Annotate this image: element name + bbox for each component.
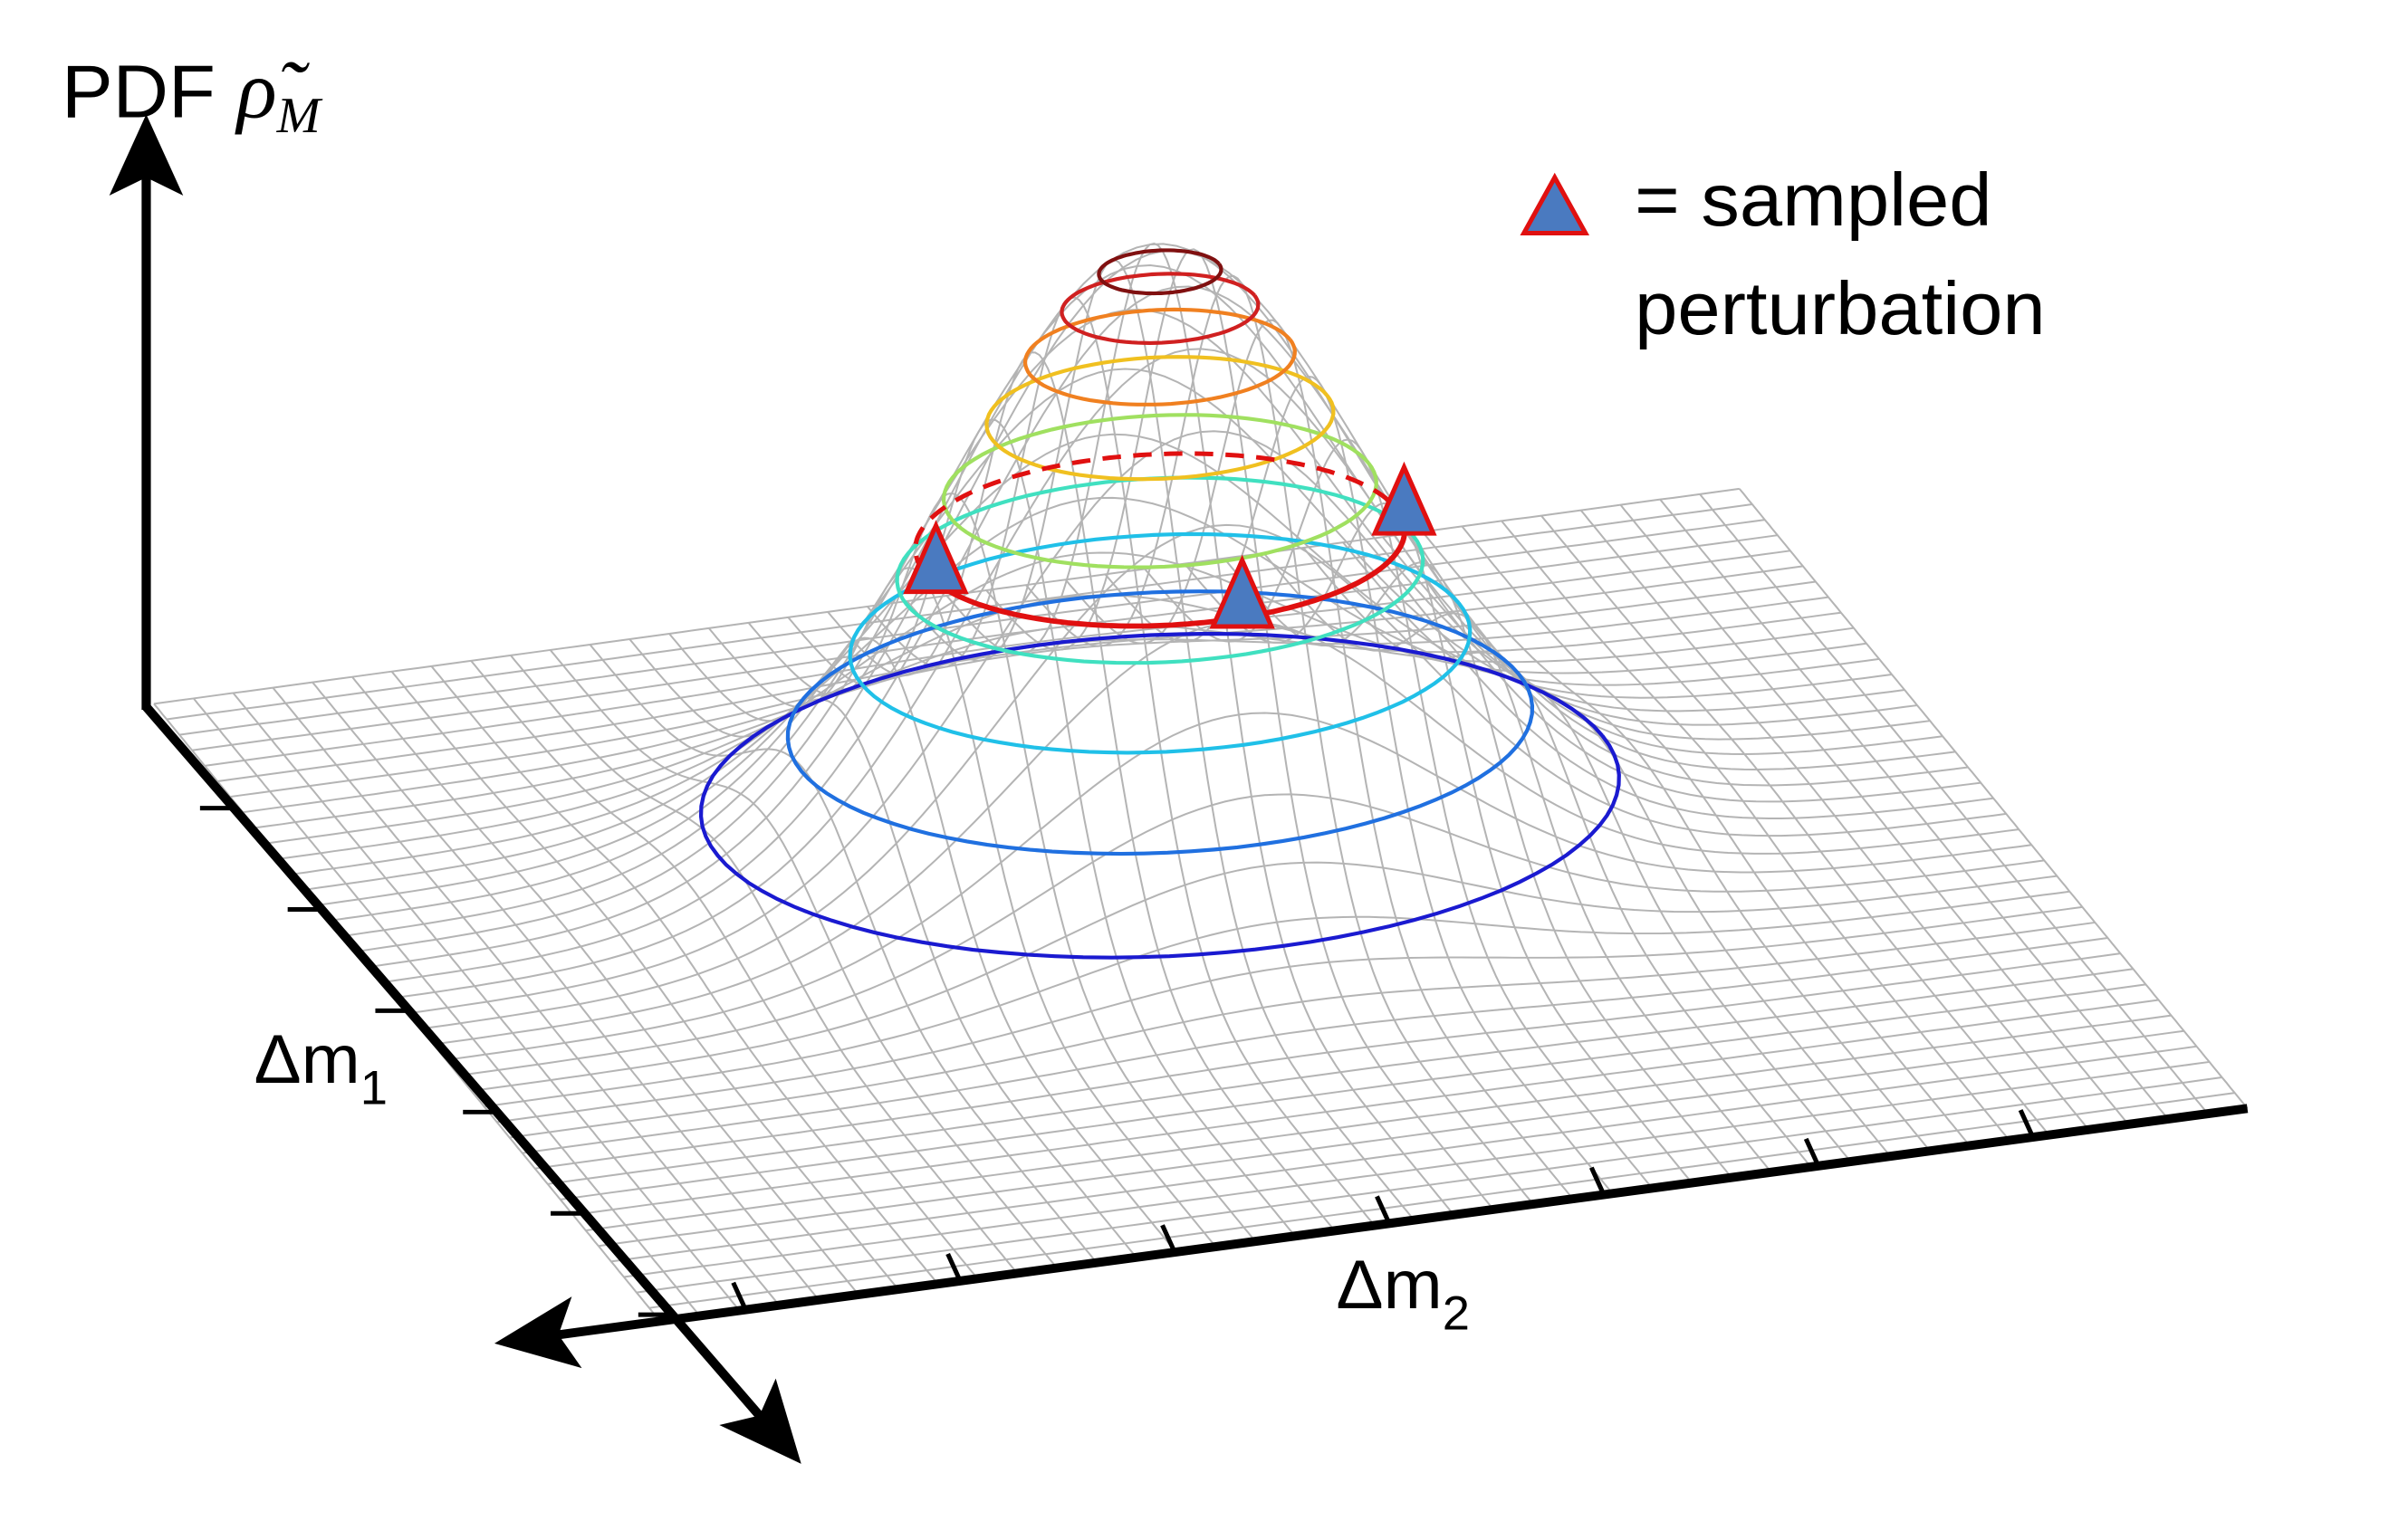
mesh-line (496, 905, 2083, 1124)
mesh-line (1461, 525, 1972, 1147)
mesh-line (547, 968, 2134, 1185)
mesh-line (610, 1045, 2197, 1263)
mesh-line (268, 594, 1855, 845)
sample-marker (1371, 461, 1437, 536)
mesh-line (509, 921, 2096, 1139)
mesh-line (636, 1076, 2222, 1294)
mesh-line (1382, 536, 1892, 1158)
mesh-line (585, 1014, 2172, 1232)
contour (895, 475, 1425, 665)
mesh-line (471, 861, 2058, 1093)
m2-label: Δm2 (1336, 1247, 1470, 1340)
mesh-line (1738, 488, 2249, 1109)
mesh-line (560, 983, 2146, 1200)
mesh-line (1302, 547, 1813, 1169)
legend-marker (1520, 172, 1590, 235)
pdf-label: PDF ρ̃M (62, 45, 323, 145)
mesh-line (1144, 438, 1654, 1190)
mesh-line (420, 523, 2007, 1030)
mesh-line (446, 712, 2032, 1061)
mesh-line (1184, 502, 1693, 1184)
m1-label: Δm1 (254, 1021, 388, 1114)
mesh-line (1619, 504, 2130, 1125)
contour (941, 413, 1378, 569)
contour (848, 531, 1473, 755)
mesh-line (985, 248, 1495, 1211)
mesh-line (598, 1029, 2184, 1248)
sample-contour (913, 451, 1398, 574)
m2-axis (494, 1104, 2249, 1369)
mesh-line (572, 999, 2159, 1217)
mesh-line (534, 952, 2121, 1170)
sample-markers (903, 461, 1437, 629)
mesh-line (648, 1092, 2235, 1309)
mesh-line (1501, 520, 2010, 1142)
tick (2018, 1109, 2036, 1139)
tick (1160, 1224, 1177, 1254)
contour (1097, 248, 1223, 296)
mesh-line (1064, 319, 1575, 1200)
mesh-line (1579, 509, 2090, 1131)
tick (945, 1252, 963, 1282)
mesh-line (1342, 541, 1852, 1163)
mesh-line (484, 890, 2070, 1108)
mesh-line (408, 430, 1994, 1015)
m1-axis (142, 703, 801, 1464)
mesh-line (1104, 375, 1615, 1195)
legend-text: perturbation (1635, 266, 2046, 350)
tick (731, 1281, 748, 1311)
mesh-line (331, 309, 1918, 922)
surface-mesh (153, 242, 2249, 1325)
contour (698, 631, 1621, 960)
mesh-line (458, 793, 2045, 1076)
axis-ticks (199, 806, 2036, 1317)
mesh-line (1699, 493, 2209, 1114)
legend-text: = sampled (1635, 158, 1991, 242)
mesh-line (1659, 499, 2169, 1120)
mesh-line (1025, 274, 1535, 1206)
contour (1022, 307, 1297, 407)
mesh-line (1540, 514, 2050, 1136)
tick (1803, 1137, 1821, 1167)
contour (984, 355, 1336, 482)
mesh-line (522, 937, 2108, 1154)
mesh-line (1421, 531, 1932, 1153)
tick (1375, 1195, 1392, 1225)
mesh-line (623, 1060, 2210, 1278)
mesh-line (707, 567, 1218, 1249)
contour (1060, 272, 1261, 345)
sample-marker (1209, 554, 1275, 629)
tick (1588, 1166, 1607, 1196)
sample-marker (903, 520, 969, 595)
